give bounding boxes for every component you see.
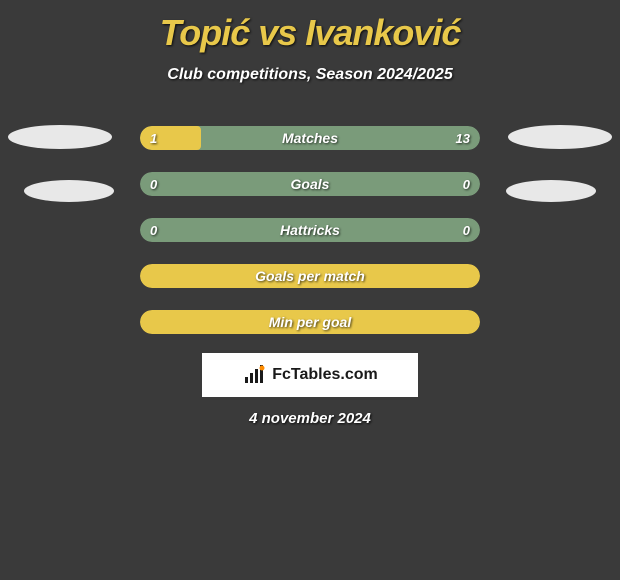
stat-bar-hattricks: 0 Hattricks 0 (140, 218, 480, 242)
player-right-shadow-top (508, 125, 612, 149)
stat-value-right: 13 (456, 126, 470, 150)
player-left-shadow-bottom (24, 180, 114, 202)
stat-bar-min-per-goal: Min per goal (140, 310, 480, 334)
player-right-shadow-bottom (506, 180, 596, 202)
logo-box: FcTables.com (202, 353, 418, 397)
stat-value-right: 0 (463, 218, 470, 242)
stat-bar-goals: 0 Goals 0 (140, 172, 480, 196)
logo-text: FcTables.com (272, 366, 378, 384)
stat-label: Matches (140, 126, 480, 150)
player-left-shadow-top (8, 125, 112, 149)
stat-bar-goals-per-match: Goals per match (140, 264, 480, 288)
stat-label: Goals per match (140, 264, 480, 288)
stat-label: Goals (140, 172, 480, 196)
stats-bars: 1 Matches 13 0 Goals 0 0 Hattricks 0 Goa… (140, 126, 480, 356)
stat-label: Min per goal (140, 310, 480, 334)
infographic-date: 4 november 2024 (0, 410, 620, 427)
stat-bar-matches: 1 Matches 13 (140, 126, 480, 150)
stat-label: Hattricks (140, 218, 480, 242)
chart-icon (242, 365, 266, 385)
comparison-subtitle: Club competitions, Season 2024/2025 (0, 66, 620, 84)
stat-value-right: 0 (463, 172, 470, 196)
comparison-title: Topić vs Ivanković (0, 0, 620, 54)
